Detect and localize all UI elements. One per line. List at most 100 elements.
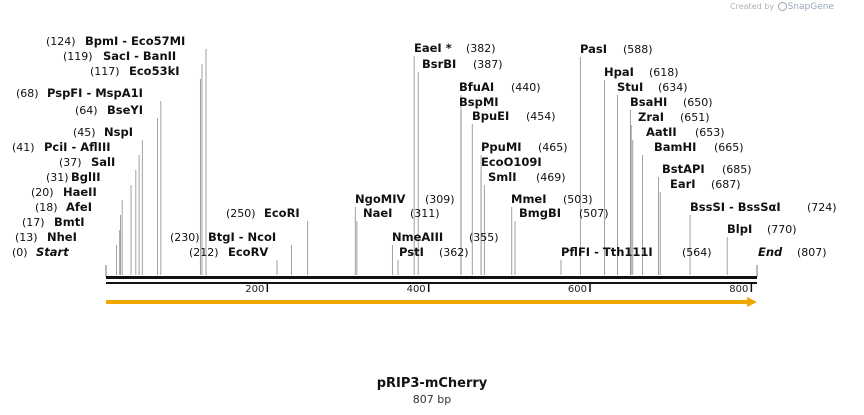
site-position-aatii: (653) xyxy=(695,126,725,139)
feature-arrowhead xyxy=(747,297,757,307)
enzyme-label-ppumi: PpuMI xyxy=(481,140,522,154)
site-position-bmgbi: (507) xyxy=(579,207,609,220)
enzyme-label-smli: SmlI xyxy=(488,170,517,184)
site-position-bpmi: (124) xyxy=(46,35,76,48)
site-position-btgi: (230) xyxy=(170,231,200,244)
feature-bar xyxy=(106,300,749,304)
enzyme-label-start: Start xyxy=(36,245,69,259)
site-position-pspfi: (68) xyxy=(16,87,39,100)
ruler-label-800: 800 xyxy=(729,284,748,295)
site-position-nmeaiii: (355) xyxy=(469,231,499,244)
restriction-map: 200 400 600 800 Start (0) NheI (13) BmtI (17) AfeI… xyxy=(12,34,837,307)
enzyme-label-bmgbi: BmgBI xyxy=(519,206,561,220)
site-position-mmei: (503) xyxy=(563,193,593,206)
site-position-eari: (687) xyxy=(711,178,741,191)
enzyme-label-bsrbi: BsrBI xyxy=(422,57,456,71)
credit-brand: SnapGene xyxy=(787,2,834,12)
site-position-saci: (119) xyxy=(63,50,93,63)
site-position-ecori: (250) xyxy=(226,207,256,220)
ruler-label-600: 600 xyxy=(568,284,587,295)
site-position-start: (0) xyxy=(12,246,28,259)
site-position-bamhi: (665) xyxy=(714,141,744,154)
enzyme-label-nspi: NspI xyxy=(104,125,133,139)
site-position-nhei: (13) xyxy=(15,231,38,244)
enzyme-label-bfuai: BfuAI xyxy=(459,80,494,94)
enzyme-label-bmti: BmtI xyxy=(54,215,85,229)
enzyme-label-sali: SalI xyxy=(91,155,115,169)
site-position-bmti: (17) xyxy=(22,216,45,229)
site-position-afei: (18) xyxy=(35,201,58,214)
enzyme-label-zrai: ZraI xyxy=(638,110,664,124)
site-position-pflfi_pos: (564) xyxy=(682,246,712,259)
site-position-ngomiv: (309) xyxy=(425,193,455,206)
enzyme-label-ngomiv: NgoMIV xyxy=(355,192,405,206)
enzyme-label-bpmi: BpmI - Eco57MI xyxy=(85,34,185,48)
site-position-zrai: (651) xyxy=(680,111,710,124)
ruler-label-400: 400 xyxy=(407,284,426,295)
backbone-top xyxy=(106,276,757,279)
enzyme-label-bamhi: BamHI xyxy=(654,140,696,154)
site-position-ppumi: (465) xyxy=(538,141,568,154)
site-position-hpai: (618) xyxy=(649,66,679,79)
enzyme-label-psti: PstI xyxy=(399,245,424,259)
site-position-end: (807) xyxy=(797,246,827,259)
enzyme-label-eco53ki: Eco53kI xyxy=(129,64,180,78)
enzyme-label-bstapi: BstAPI xyxy=(662,162,705,176)
site-position-eaei: (382) xyxy=(466,42,496,55)
enzyme-label-naei: NaeI xyxy=(363,206,392,220)
ruler-label-200: 200 xyxy=(245,284,264,295)
enzyme-label-saci: SacI - BanII xyxy=(103,49,176,63)
site-position-bsahi: (650) xyxy=(683,96,713,109)
site-position-bglii: (31) xyxy=(46,171,69,184)
backbone-bottom xyxy=(106,282,757,284)
site-position-bfuai: (440) xyxy=(511,81,541,94)
site-position-stui: (634) xyxy=(658,81,688,94)
site-position-nspi: (45) xyxy=(73,126,96,139)
snapgene-logo-icon xyxy=(777,2,787,11)
enzyme-label-ecoo109i: EcoO109I xyxy=(481,155,542,169)
enzyme-label-mmei: MmeI xyxy=(511,192,547,206)
site-position-pcli: (41) xyxy=(12,141,35,154)
enzyme-label-eari: EarI xyxy=(670,177,696,191)
enzyme-label-btgi: BtgI - NcoI xyxy=(208,230,276,244)
enzyme-label-pspfi: PspFI - MspA1I xyxy=(47,86,143,100)
site-position-bseyi: (64) xyxy=(75,104,98,117)
enzyme-label-stui: StuI xyxy=(617,80,643,94)
enzyme-label-end: End xyxy=(758,245,783,259)
enzyme-label-bglii: BglII xyxy=(71,170,101,184)
site-position-ecorv: (212) xyxy=(189,246,219,259)
enzyme-label-afei: AfeI xyxy=(66,200,92,214)
enzyme-label-bspmi: BspMI xyxy=(459,95,499,109)
site-position-bpuei: (454) xyxy=(526,110,556,123)
enzyme-label-nhei: NheI xyxy=(47,230,77,244)
enzyme-label-blpi: BlpI xyxy=(727,222,752,236)
site-position-blpi: (770) xyxy=(767,223,797,236)
enzyme-label-pcli: PciI - AflIII xyxy=(44,140,111,154)
site-position-pasi: (588) xyxy=(623,43,653,56)
enzyme-label-eaei: EaeI * xyxy=(414,41,452,55)
site-position-eco53ki: (117) xyxy=(90,65,120,78)
credit-prefix: Created by xyxy=(730,2,775,11)
site-position-psti: (362) xyxy=(439,246,469,259)
site-position-smli: (469) xyxy=(536,171,566,184)
snapgene-credit: Created by SnapGene xyxy=(730,2,834,12)
enzyme-label-hpai: HpaI xyxy=(604,65,634,79)
enzyme-label-bpuei: BpuEI xyxy=(472,109,509,123)
site-position-naei: (311) xyxy=(410,207,440,220)
enzyme-label-pasi: PasI xyxy=(580,42,607,56)
enzyme-label-ecorv: EcoRV xyxy=(228,245,268,259)
enzyme-label-bsssi: BssSI - BssSαI xyxy=(690,200,781,214)
enzyme-label-bseyi: BseYI xyxy=(107,103,143,117)
enzyme-label-aatii: AatII xyxy=(646,125,677,139)
enzyme-label-pflfi: PflFI - Tth111I xyxy=(561,245,653,259)
enzyme-label-nmeaiii: NmeAIII xyxy=(392,230,443,244)
site-position-bsrbi: (387) xyxy=(473,58,503,71)
enzyme-label-bsahi: BsaHI xyxy=(630,95,667,109)
map-title: pRIP3-mCherry xyxy=(376,376,488,391)
site-position-sali: (37) xyxy=(59,156,82,169)
enzyme-label-haeii: HaeII xyxy=(63,185,97,199)
site-position-haeii: (20) xyxy=(31,186,54,199)
enzyme-label-ecori: EcoRI xyxy=(264,206,300,220)
site-position-bstapi: (685) xyxy=(722,163,752,176)
map-subtitle: 807 bp xyxy=(412,393,452,406)
